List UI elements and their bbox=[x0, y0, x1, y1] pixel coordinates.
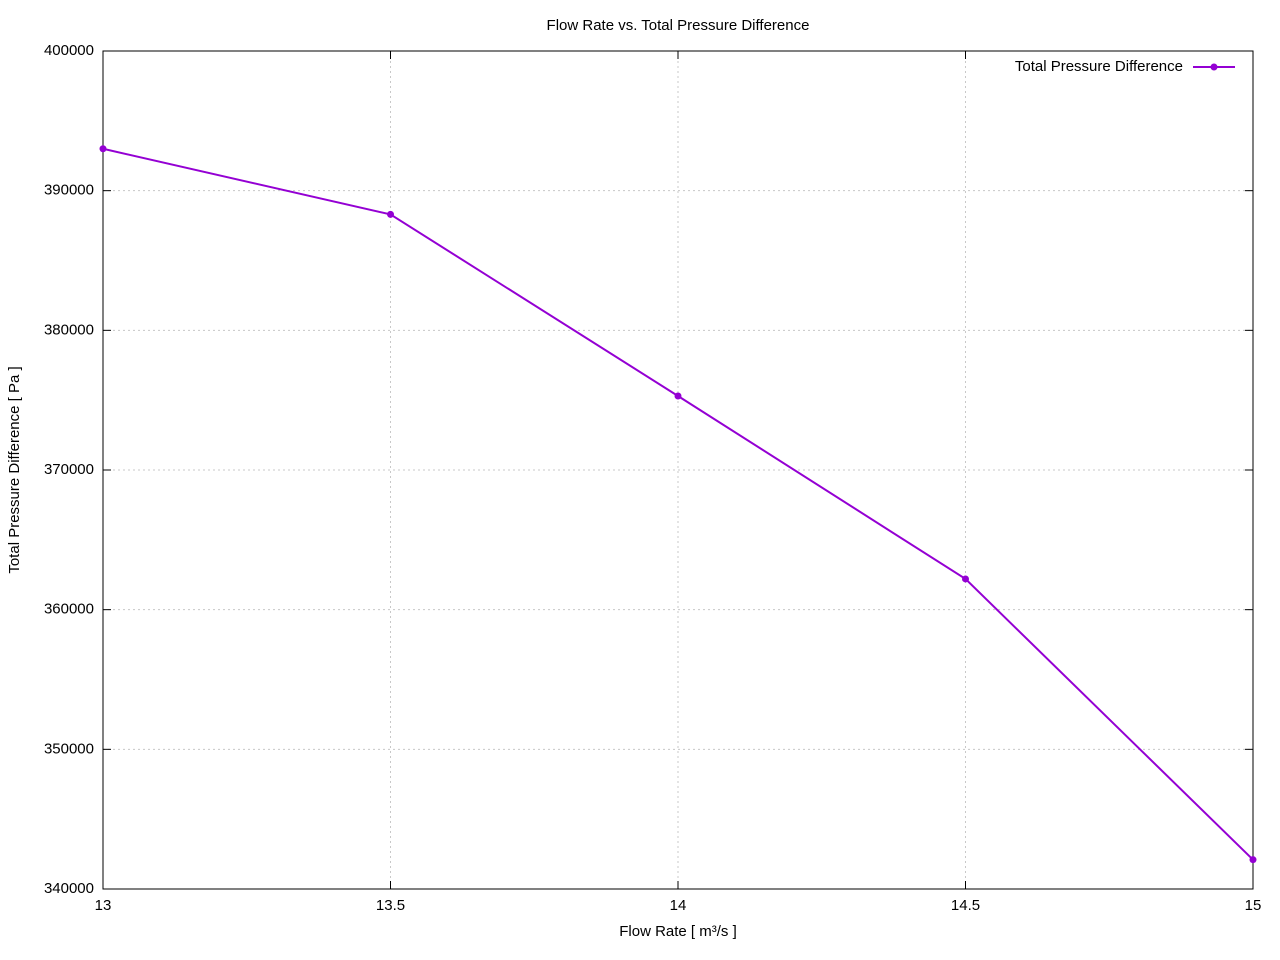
y-tick-label: 400000 bbox=[44, 42, 94, 59]
y-tick-label: 340000 bbox=[44, 880, 94, 897]
data-point bbox=[1249, 856, 1257, 864]
x-tick-label: 13 bbox=[95, 897, 112, 914]
chart-title: Flow Rate vs. Total Pressure Difference bbox=[547, 17, 810, 34]
y-tick-label: 390000 bbox=[44, 182, 94, 199]
data-point bbox=[962, 575, 969, 583]
x-tick-label: 14 bbox=[670, 897, 687, 914]
y-tick-label: 350000 bbox=[44, 740, 94, 757]
y-tick-label: 360000 bbox=[44, 601, 94, 618]
y-tick-label: 380000 bbox=[44, 321, 94, 338]
legend-label: Total Pressure Difference bbox=[1015, 58, 1183, 75]
x-tick-label: 15 bbox=[1245, 897, 1262, 914]
plot-frame bbox=[102, 50, 1254, 890]
y-axis-label: Total Pressure Difference [ Pa ] bbox=[6, 366, 23, 573]
data-point bbox=[387, 210, 394, 218]
x-tick-label: 13.5 bbox=[376, 897, 405, 914]
data-point bbox=[99, 145, 107, 153]
x-axis-label: Flow Rate [ m³/s ] bbox=[619, 923, 737, 940]
legend-marker bbox=[1210, 63, 1218, 71]
data-point bbox=[674, 392, 682, 400]
y-tick-label: 370000 bbox=[44, 461, 94, 478]
x-tick-label: 14.5 bbox=[951, 897, 980, 914]
